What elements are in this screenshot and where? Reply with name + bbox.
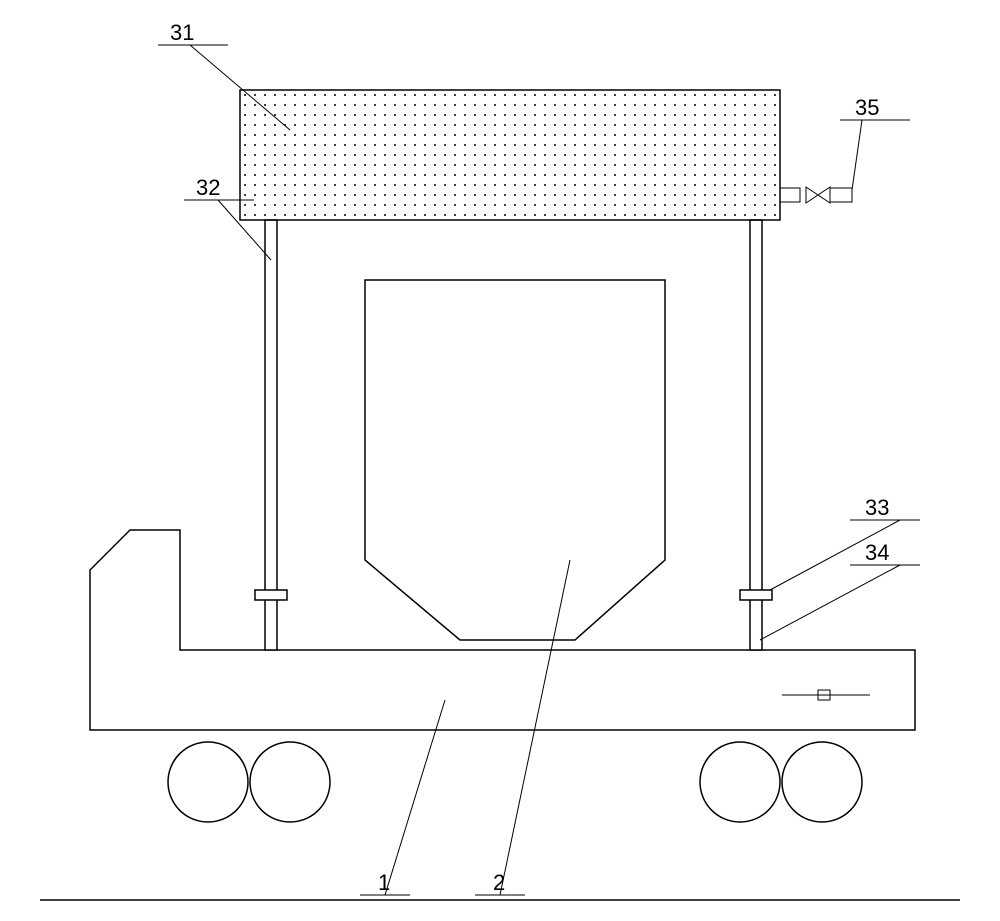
label-34: 34 — [865, 540, 889, 565]
label-32: 32 — [196, 175, 220, 200]
label-1: 1 — [378, 870, 390, 895]
label-35: 35 — [855, 95, 879, 120]
label-33: 33 — [865, 495, 889, 520]
label-31: 31 — [170, 20, 194, 45]
label-2: 2 — [493, 870, 505, 895]
